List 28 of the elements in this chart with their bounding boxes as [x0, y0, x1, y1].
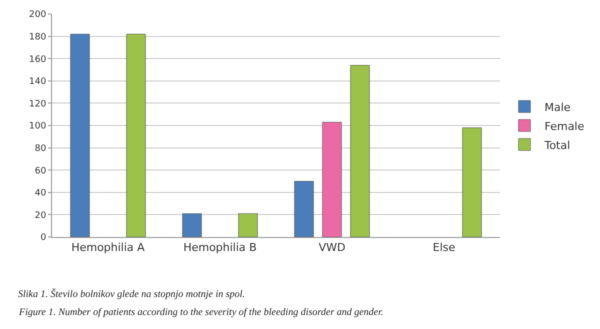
bar — [350, 65, 370, 237]
x-tick-label: Hemophilia A — [71, 241, 146, 254]
legend-label: Total — [543, 138, 570, 152]
y-tick-label: 140 — [29, 77, 46, 88]
y-tick-label: 120 — [29, 99, 46, 110]
legend-label: Male — [544, 100, 571, 114]
y-tick-label: 60 — [34, 166, 46, 176]
y-tick-label: 160 — [29, 54, 46, 65]
caption: Figure 1. Number of patients according to the severity of the bleeding disorder and gender. — [18, 307, 384, 318]
bar — [238, 213, 258, 237]
y-tick-label: 200 — [29, 10, 46, 20]
bar — [70, 34, 90, 237]
x-tick-label: Else — [432, 241, 456, 254]
bar — [322, 122, 342, 237]
bar — [126, 34, 146, 237]
text: Slika 1. Število bolnikov glede na stopnjo motnje in spol. — [18, 288, 245, 300]
x-tick-label: Hemophilia B — [183, 241, 257, 254]
y-tick-label: 0 — [40, 233, 46, 244]
bar — [462, 127, 482, 237]
legend-label: Female — [544, 120, 584, 133]
bar — [294, 181, 314, 237]
y-tick-label: 180 — [29, 32, 46, 42]
x-tick-label: VWD — [318, 241, 346, 254]
y-tick-label: 100 — [29, 122, 46, 132]
y-tick-label: 80 — [34, 144, 46, 154]
bar — [182, 213, 202, 237]
y-tick-label: 40 — [34, 188, 46, 199]
y-tick-label: 20 — [34, 210, 46, 221]
